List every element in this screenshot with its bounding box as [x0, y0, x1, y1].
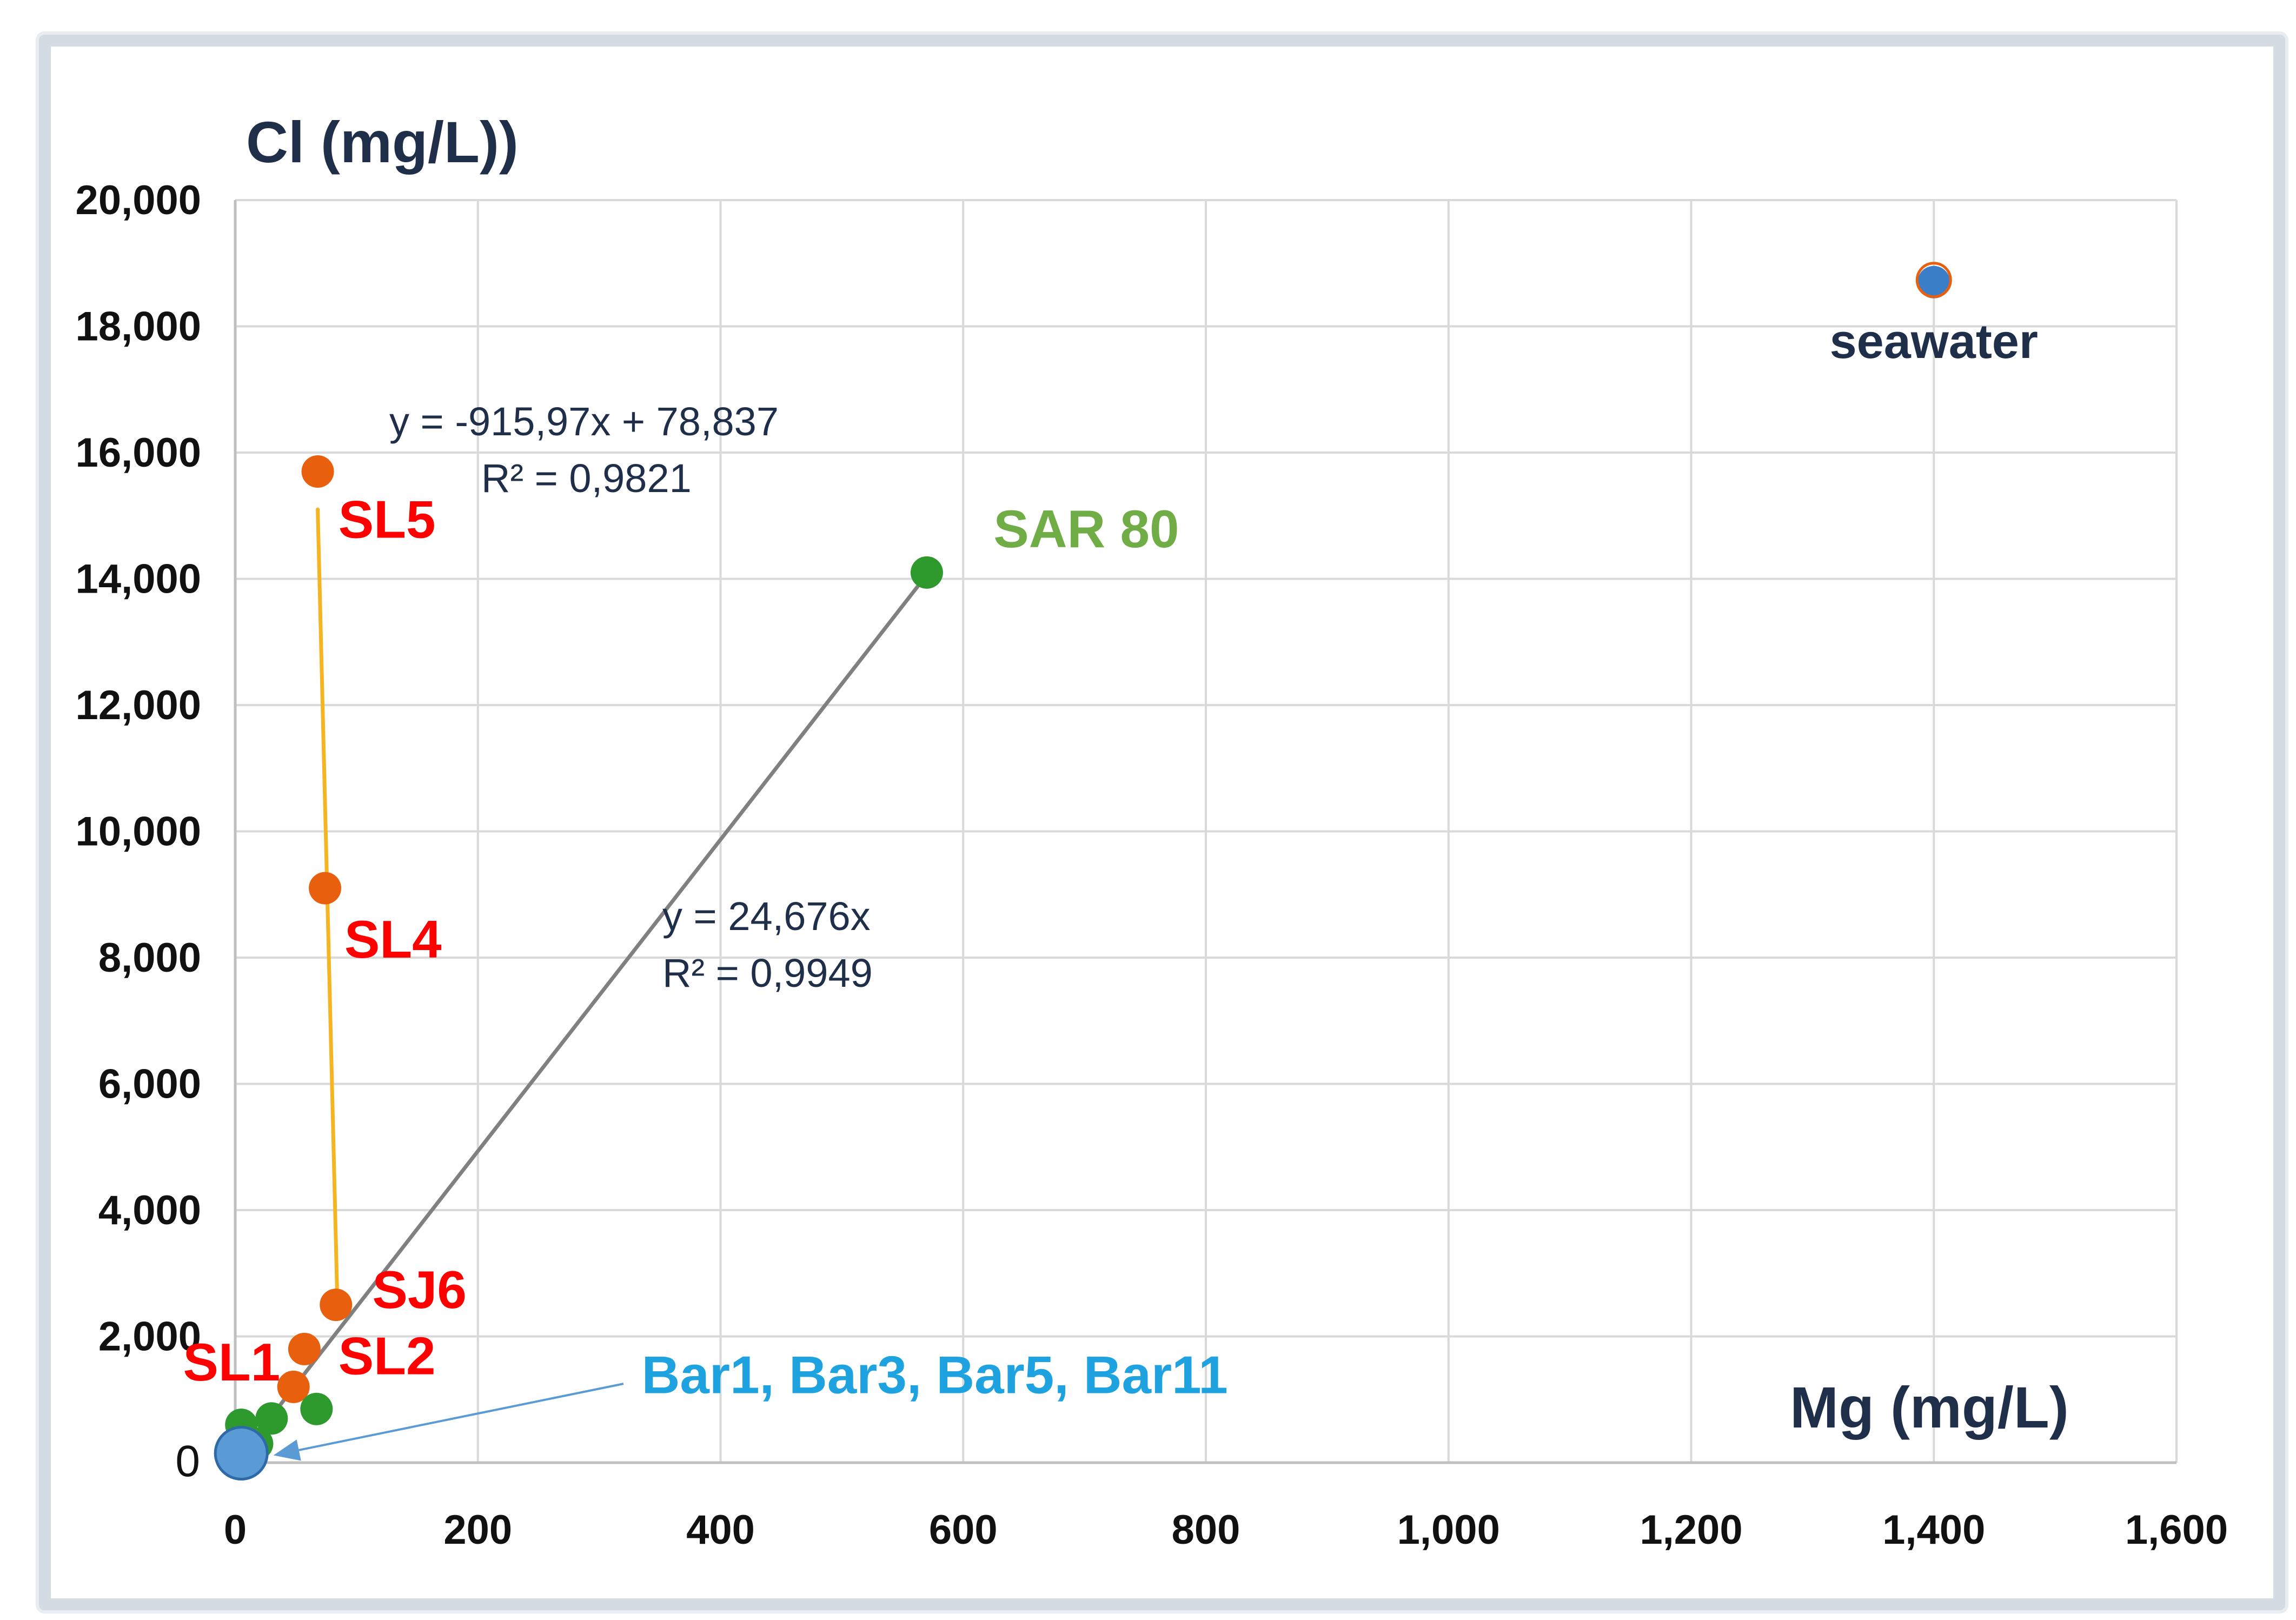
data-point [255, 1402, 288, 1435]
y-tick-label: 6,000 [98, 1061, 201, 1107]
y-tick-label: 0 [175, 1437, 200, 1486]
x-tick-label: 0 [224, 1507, 247, 1553]
x-tick-label: 200 [443, 1507, 512, 1553]
data-point-outline [1915, 262, 1952, 298]
point-annotations: SL5 SL4 SJ6 SL1 SL2 SAR 80 seawater Bar1, Bar3,… [183, 315, 2038, 1405]
y-tick-label: 10,000 [76, 809, 201, 855]
point-label: seawater [1830, 315, 2038, 369]
data-point [1917, 265, 1950, 298]
point-label: SL2 [339, 1326, 436, 1386]
data-point [288, 1332, 321, 1365]
x-axis-title: Mg (mg/L) [1790, 1375, 2069, 1440]
data-points [214, 262, 1952, 1480]
x-tick-label: 1,000 [1397, 1507, 1500, 1553]
point-label: Bar1, Bar3, Bar5, Bar11 [642, 1345, 1228, 1405]
point-label: SJ6 [373, 1260, 467, 1319]
data-point [910, 556, 943, 589]
y-tick-label: 18,000 [76, 304, 201, 350]
data-point [214, 1425, 269, 1480]
point-label: SL4 [344, 909, 442, 969]
trendline-equation: y = 24,676x [662, 894, 871, 939]
y-tick-label: 16,000 [76, 430, 201, 476]
data-point [301, 455, 334, 488]
x-tick-label: 1,200 [1640, 1507, 1742, 1553]
y-tick-label: 12,000 [76, 682, 201, 728]
y-axis-ticks: 0 2,000 4,000 6,000 8,000 10,000 12,000 14,000 1… [76, 177, 201, 1486]
gridlines [235, 199, 2178, 1463]
trendline-r-squared: R² = 0,9821 [481, 456, 692, 501]
annotation-arrow [273, 1383, 624, 1461]
y-tick-label: 20,000 [76, 177, 201, 223]
x-tick-label: 400 [686, 1507, 755, 1553]
y-tick-label: 2,000 [98, 1314, 201, 1360]
y-axis-title: Cl (mg/L)) [246, 109, 519, 175]
point-label: SL1 [183, 1332, 281, 1392]
data-point [300, 1392, 333, 1425]
x-tick-label: 1,600 [2125, 1507, 2228, 1553]
trendline-equation: y = -915,97x + 78,837 [389, 399, 779, 444]
y-tick-label: 4,000 [98, 1187, 201, 1233]
trendline-equations: y = -915,97x + 78,837 R² = 0,9821 y = 24,6… [389, 399, 873, 995]
point-label: SAR 80 [993, 499, 1179, 559]
x-tick-label: 800 [1172, 1507, 1240, 1553]
data-point [320, 1289, 353, 1322]
data-point [309, 872, 342, 905]
y-tick-label: 8,000 [98, 935, 201, 981]
x-tick-label: 600 [929, 1507, 998, 1553]
chart-frame [39, 35, 2285, 1610]
x-axis-ticks: 0 200 400 600 800 1,000 1,200 1,400 1,600 [224, 1507, 2228, 1553]
trendline-r-squared: R² = 0,9949 [662, 951, 873, 995]
axes [234, 200, 2176, 1464]
data-point [277, 1370, 310, 1403]
trendline [239, 573, 929, 1457]
y-tick-label: 14,000 [76, 556, 201, 602]
point-label: SL5 [339, 490, 436, 549]
x-tick-label: 1,400 [1882, 1507, 1985, 1553]
bar-arrow [273, 1383, 624, 1461]
